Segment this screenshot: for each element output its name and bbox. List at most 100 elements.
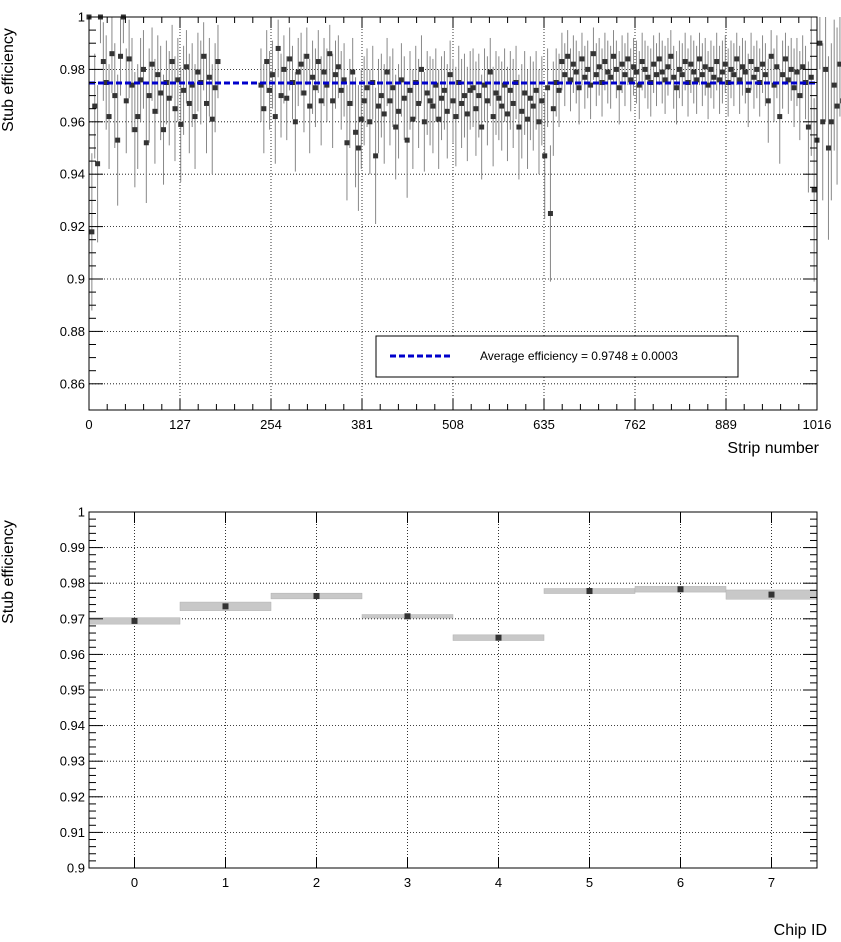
data-point xyxy=(281,66,287,72)
data-point xyxy=(605,69,611,75)
data-point xyxy=(467,87,473,93)
data-point xyxy=(711,74,717,80)
data-point xyxy=(811,187,817,193)
y-tick-label: 0.96 xyxy=(60,114,85,129)
bottom-y-axis-title: Stub efficiency xyxy=(0,520,17,624)
data-point xyxy=(344,140,350,146)
data-point xyxy=(576,85,582,91)
data-point xyxy=(676,66,682,72)
data-point xyxy=(525,116,531,122)
data-point xyxy=(126,56,132,62)
data-point xyxy=(825,145,831,151)
data-point xyxy=(636,82,642,88)
data-point xyxy=(175,77,181,83)
y-tick-label: 0.94 xyxy=(60,718,85,733)
data-point xyxy=(771,82,777,88)
data-point xyxy=(201,53,207,59)
data-point xyxy=(794,69,800,75)
data-point xyxy=(590,51,596,57)
data-point xyxy=(613,66,619,72)
data-point xyxy=(358,116,364,122)
data-point xyxy=(287,56,293,62)
data-point xyxy=(204,100,210,106)
top-axes xyxy=(88,16,818,411)
data-point xyxy=(679,72,685,78)
data-point xyxy=(364,85,370,91)
data-point xyxy=(484,98,490,104)
data-point xyxy=(275,45,281,51)
x-tick-label: 889 xyxy=(715,417,737,432)
data-point xyxy=(410,116,416,122)
data-point xyxy=(327,51,333,57)
data-point xyxy=(628,77,634,83)
x-tick-label: 6 xyxy=(677,875,684,890)
data-point xyxy=(820,119,826,125)
x-tick-label: 7 xyxy=(768,875,775,890)
data-point xyxy=(169,59,175,65)
data-point xyxy=(728,66,734,72)
data-point xyxy=(677,586,684,593)
data-point xyxy=(332,72,338,78)
data-point xyxy=(782,56,788,62)
data-point xyxy=(459,100,465,106)
data-point xyxy=(215,59,221,65)
data-point xyxy=(479,124,485,130)
data-point xyxy=(745,87,751,93)
x-tick-label: 381 xyxy=(351,417,373,432)
data-point xyxy=(284,95,290,101)
data-point xyxy=(430,103,436,109)
data-point xyxy=(272,114,278,120)
data-point xyxy=(427,98,433,104)
data-point xyxy=(476,93,482,99)
data-point xyxy=(616,85,622,91)
data-point xyxy=(152,108,158,114)
data-point xyxy=(367,119,373,125)
x-tick-label: 127 xyxy=(169,417,191,432)
data-point xyxy=(103,80,109,85)
data-point xyxy=(138,77,144,83)
data-point xyxy=(398,77,404,83)
data-point xyxy=(441,87,447,93)
data-point xyxy=(155,72,161,78)
data-point xyxy=(355,145,361,151)
data-point xyxy=(588,82,594,88)
data-point xyxy=(585,66,591,72)
data-point xyxy=(582,74,588,80)
data-point xyxy=(482,82,488,88)
data-point xyxy=(307,103,313,109)
top-x-axis-title: Strip number xyxy=(727,440,819,457)
x-tick-label: 635 xyxy=(533,417,555,432)
data-point xyxy=(516,124,522,130)
data-point xyxy=(573,69,579,75)
y-tick-label: 0.99 xyxy=(60,540,85,555)
data-point xyxy=(502,82,508,88)
data-point xyxy=(212,85,218,91)
top-tick-labels: 0 127 254 381 508 635 762 889 1016 0.86 0.88 0.9 0.9… xyxy=(60,10,832,433)
data-point xyxy=(562,72,568,78)
data-point xyxy=(384,69,390,75)
legend: Average efficiency = 0.9748 ± 0.0003 xyxy=(375,335,739,378)
y-tick-label: 0.96 xyxy=(60,647,85,662)
data-point xyxy=(596,64,602,70)
bottom-grid xyxy=(89,512,817,868)
x-tick-label: 1 xyxy=(222,875,229,890)
data-point xyxy=(536,119,542,125)
data-point xyxy=(559,59,565,65)
data-point xyxy=(665,64,671,70)
data-point xyxy=(318,98,324,104)
y-tick-label: 0.86 xyxy=(60,376,85,391)
y-tick-label: 0.93 xyxy=(60,754,85,769)
bottom-axes xyxy=(88,511,818,869)
data-point xyxy=(143,140,149,146)
data-point xyxy=(304,53,310,59)
data-point xyxy=(324,82,330,88)
data-point xyxy=(424,90,430,96)
data-point xyxy=(800,64,806,70)
data-point xyxy=(487,69,493,75)
y-tick-label: 0.98 xyxy=(60,576,85,591)
data-point xyxy=(109,51,115,57)
data-point xyxy=(222,603,229,610)
y-tick-label: 0.98 xyxy=(60,62,85,77)
y-tick-label: 0.95 xyxy=(60,683,85,698)
data-point xyxy=(533,87,539,93)
